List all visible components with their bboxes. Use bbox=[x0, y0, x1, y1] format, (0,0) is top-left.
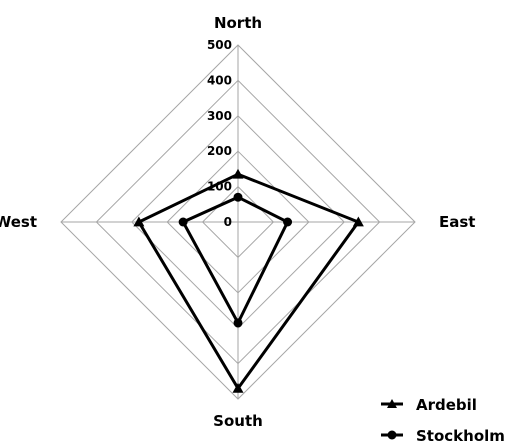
point-ardebil-south bbox=[232, 382, 244, 393]
category-label-east: East bbox=[439, 213, 475, 231]
tick-label-100: 100 bbox=[207, 180, 232, 194]
legend-item-ardebil: Ardebil bbox=[381, 396, 477, 414]
category-label-south: South bbox=[213, 412, 263, 430]
category-label-north: North bbox=[214, 14, 262, 32]
legend: Ardebil Stockholm bbox=[381, 396, 505, 445]
tick-label-400: 400 bbox=[207, 73, 232, 87]
legend-label-stockholm: Stockholm bbox=[416, 427, 505, 445]
legend-marker-stockholm bbox=[387, 430, 397, 440]
category-label-west: West bbox=[0, 213, 37, 231]
point-stockholm-north bbox=[233, 192, 243, 202]
radial-tick-labels: 0 100 200 300 400 500 bbox=[207, 38, 232, 229]
legend-marker-ardebil bbox=[387, 399, 397, 408]
point-stockholm-east bbox=[283, 217, 293, 227]
series-layer bbox=[133, 168, 364, 393]
point-ardebil-east bbox=[352, 216, 364, 227]
tick-label-200: 200 bbox=[207, 144, 232, 158]
tick-label-300: 300 bbox=[207, 109, 232, 123]
tick-label-0: 0 bbox=[224, 215, 232, 229]
legend-item-stockholm: Stockholm bbox=[381, 427, 505, 445]
tick-label-500: 500 bbox=[207, 38, 232, 52]
series-line-ardebil bbox=[136, 172, 361, 392]
point-stockholm-south bbox=[233, 318, 243, 328]
point-stockholm-west bbox=[178, 217, 188, 227]
series-line-stockholm bbox=[181, 195, 290, 327]
point-ardebil-west bbox=[133, 216, 145, 227]
point-ardebil-north bbox=[232, 168, 244, 179]
radar-grid bbox=[60, 44, 416, 400]
legend-label-ardebil: Ardebil bbox=[416, 396, 477, 414]
category-labels: North East South West bbox=[0, 14, 475, 430]
